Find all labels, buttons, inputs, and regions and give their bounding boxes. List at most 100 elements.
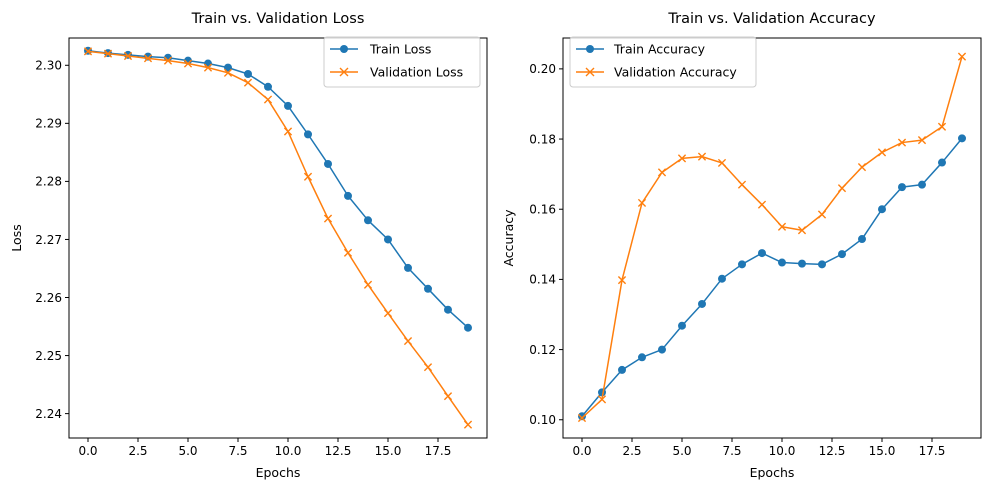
data-point-validation-accuracy: [877, 148, 887, 157]
x-tick-label: 0.0: [78, 444, 97, 458]
data-point-validation-loss: [283, 127, 293, 136]
legend-label-train-accuracy: Train Accuracy: [613, 42, 706, 57]
data-point-train-loss: [444, 305, 452, 314]
data-point-validation-accuracy: [897, 138, 907, 147]
data-point-validation-accuracy: [657, 168, 667, 177]
data-point-validation-loss: [183, 59, 193, 68]
x-tick-label: 5.0: [178, 444, 197, 458]
x-tick-label: 17.5: [919, 444, 946, 458]
x-tick-label: 2.5: [622, 444, 641, 458]
legend-box: [569, 36, 757, 88]
data-point-validation-accuracy: [857, 163, 867, 172]
data-point-validation-loss: [443, 392, 453, 401]
x-tick-label: 2.5: [128, 444, 147, 458]
data-point-train-accuracy: [678, 321, 686, 330]
data-point-train-accuracy: [698, 299, 706, 308]
accuracy-chart: 0.0 2.5 5.0 7.5 10.0 12.5 15.0 17.5 0.10 0.12 0.14…: [501, 11, 982, 480]
accuracy-chart-frame: [562, 37, 982, 439]
accuracy-chart-ticks: 0.0 2.5 5.0 7.5 10.0 12.5 15.0 17.5 0.10 0.12 0.14…: [529, 62, 945, 458]
data-point-train-accuracy: [638, 353, 646, 362]
data-point-validation-accuracy: [837, 184, 847, 193]
legend-marker-train-accuracy: [586, 45, 594, 53]
loss-chart-ticks: 0.0 2.5 5.0 7.5 10.0 12.5 15.0 17.5 2.24 2.25 2.26…: [35, 59, 451, 458]
data-point-validation-loss: [403, 336, 413, 346]
legend-label-validation-loss: Validation Loss: [370, 65, 463, 80]
y-tick-label: 0.14: [529, 273, 556, 287]
loss-chart-marks: [83, 46, 473, 429]
data-point-validation-accuracy: [597, 395, 607, 404]
legend-marker-train-loss: [340, 45, 348, 53]
data-point-validation-loss: [203, 63, 213, 72]
y-tick-label: 2.30: [35, 59, 62, 73]
x-tick-label: 10.0: [769, 444, 796, 458]
data-point-validation-accuracy: [957, 52, 967, 61]
accuracy-chart-title: Train vs. Validation Accuracy: [667, 11, 876, 27]
x-tick-label: 7.5: [228, 444, 247, 458]
data-point-validation-accuracy: [677, 154, 687, 163]
data-point-train-accuracy: [938, 158, 946, 167]
data-point-validation-accuracy: [697, 152, 707, 161]
x-tick-label: 12.5: [325, 444, 352, 458]
data-point-train-loss: [284, 101, 292, 110]
accuracy-chart-ylabel: Accuracy: [501, 209, 516, 267]
data-point-train-accuracy: [738, 260, 746, 269]
data-point-train-loss: [324, 159, 332, 168]
x-tick-label: 10.0: [275, 444, 302, 458]
y-tick-label: 0.16: [529, 203, 556, 217]
accuracy-chart-marks: [577, 52, 967, 423]
data-point-validation-accuracy: [937, 122, 947, 131]
data-point-train-accuracy: [858, 235, 866, 244]
data-point-validation-loss: [463, 420, 473, 429]
data-point-validation-loss: [123, 51, 133, 61]
data-point-validation-loss: [343, 248, 353, 257]
data-point-train-accuracy: [878, 205, 886, 214]
data-point-validation-loss: [423, 363, 433, 372]
data-point-train-loss: [224, 63, 232, 72]
data-point-validation-accuracy: [757, 200, 767, 209]
data-point-validation-loss: [223, 68, 233, 77]
x-tick-label: 0.0: [572, 444, 591, 458]
legend-marker-validation-loss: [339, 67, 349, 77]
data-point-train-accuracy: [838, 250, 846, 259]
loss-chart: 0.0 2.5 5.0 7.5 10.0 12.5 15.0 17.5 2.24 2.25 2.26…: [9, 11, 488, 480]
y-tick-label: 2.25: [35, 349, 62, 363]
data-point-train-loss: [384, 235, 392, 244]
data-point-validation-accuracy: [617, 276, 627, 285]
data-point-train-accuracy: [618, 365, 626, 374]
data-point-validation-loss: [243, 78, 253, 87]
data-point-validation-loss: [383, 309, 393, 318]
data-point-validation-accuracy: [637, 198, 647, 208]
legend-label-train-loss: Train Loss: [369, 42, 431, 57]
data-point-validation-loss: [303, 172, 313, 181]
data-point-train-accuracy: [918, 180, 926, 189]
series-line-validation-accuracy: [581, 56, 963, 419]
loss-chart-title: Train vs. Validation Loss: [191, 11, 365, 27]
x-tick-label: 7.5: [722, 444, 741, 458]
y-tick-label: 2.28: [35, 175, 62, 189]
data-point-validation-accuracy: [717, 158, 727, 168]
accuracy-chart-legend: Train Accuracy Validation Accuracy: [569, 36, 757, 88]
data-point-validation-loss: [163, 56, 173, 65]
x-tick-label: 15.0: [869, 444, 896, 458]
data-point-train-loss: [304, 130, 312, 139]
data-point-train-accuracy: [578, 412, 586, 421]
data-point-train-accuracy: [658, 345, 666, 354]
legend-label-validation-accuracy: Validation Accuracy: [614, 65, 737, 80]
y-tick-label: 2.26: [35, 291, 62, 305]
data-point-train-accuracy: [818, 260, 826, 269]
legend-marker-validation-accuracy: [585, 67, 595, 77]
data-point-train-loss: [364, 216, 372, 225]
data-point-train-loss: [244, 69, 252, 78]
data-point-validation-accuracy: [777, 222, 787, 231]
x-tick-label: 15.0: [375, 444, 402, 458]
data-point-train-loss: [264, 82, 272, 91]
y-tick-label: 2.24: [35, 407, 62, 421]
data-point-train-accuracy: [958, 134, 966, 143]
data-point-validation-accuracy: [737, 180, 747, 189]
y-tick-label: 2.27: [35, 233, 62, 247]
data-point-validation-accuracy: [577, 413, 587, 423]
y-tick-label: 0.12: [529, 343, 556, 357]
loss-chart-xlabel: Epochs: [256, 465, 301, 480]
y-tick-label: 0.10: [529, 413, 556, 427]
